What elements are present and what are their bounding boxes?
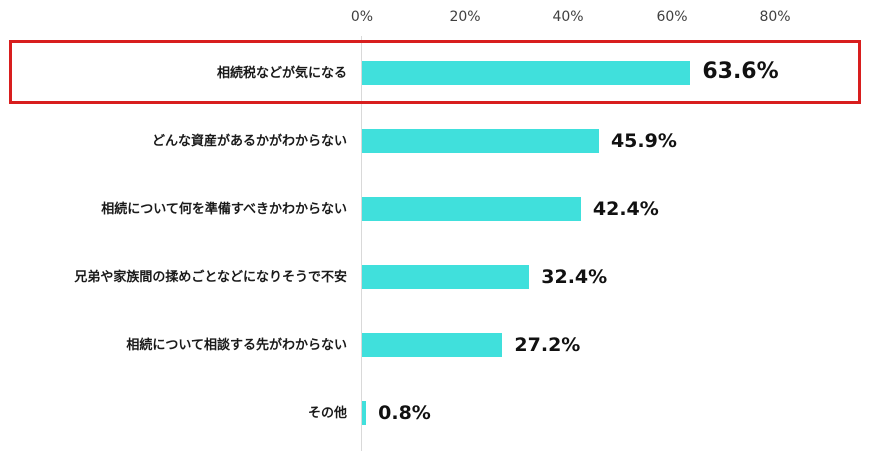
bar <box>362 129 599 153</box>
bar <box>362 333 503 357</box>
bar-row: 相続税などが気になる 63.6% <box>0 59 870 86</box>
category-label: 兄弟や家族間の揉めごとなどになりそうで不安 <box>74 270 347 285</box>
x-tick-0: 0% <box>350 9 374 25</box>
value-label: 42.4% <box>592 198 659 220</box>
x-tick-20: 20% <box>449 9 481 25</box>
bar-row: 相続について相談する先がわからない 27.2% <box>0 333 870 358</box>
value-label: 32.4% <box>541 266 608 288</box>
x-tick-80: 80% <box>759 9 791 25</box>
bar-row: 兄弟や家族間の揉めごとなどになりそうで不安 32.4% <box>0 265 870 290</box>
x-tick-60: 60% <box>656 9 688 25</box>
value-label: 63.6% <box>702 59 779 84</box>
value-label: 27.2% <box>514 334 581 356</box>
category-label: その他 <box>307 406 347 421</box>
category-label: 相続について何を準備すべきかわからない <box>101 202 347 217</box>
x-tick-40: 40% <box>552 9 584 25</box>
bar-row: どんな資産があるかがわからない 45.9% <box>0 129 870 154</box>
bar <box>362 265 530 289</box>
category-label: 相続について相談する先がわからない <box>126 338 347 353</box>
bar <box>362 401 367 425</box>
value-label: 0.8% <box>378 402 431 424</box>
bar-row: その他 0.8% <box>0 401 870 426</box>
bar <box>362 197 581 221</box>
highlight-box <box>9 40 861 104</box>
value-label: 45.9% <box>610 130 677 152</box>
bar <box>362 61 691 85</box>
bar-row: 相続について何を準備すべきかわからない 42.4% <box>0 197 870 222</box>
y-axis-line <box>361 36 362 451</box>
category-label: 相続税などが気になる <box>216 66 347 81</box>
category-label: どんな資産があるかがわからない <box>151 134 347 149</box>
